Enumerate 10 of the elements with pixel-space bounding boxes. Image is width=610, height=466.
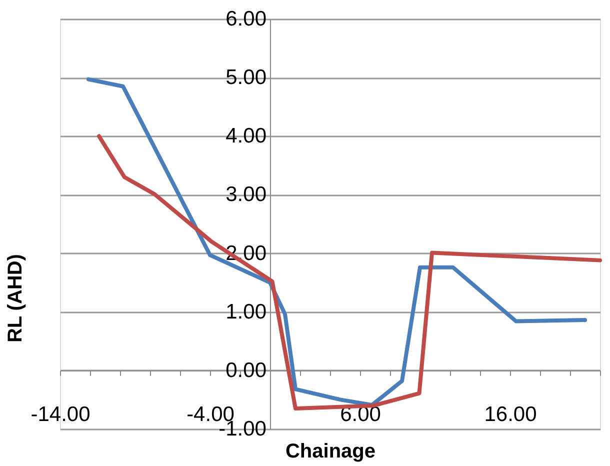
x-tick-label: -14.00: [30, 402, 90, 426]
y-tick-label: 5.00: [226, 66, 266, 90]
x-tick-label: 16.00: [484, 402, 537, 426]
y-tick-label: 4.00: [226, 124, 266, 148]
y-tick-label: 3.00: [226, 183, 266, 206]
y-axis-title: RL (AHD): [4, 254, 26, 343]
y-tick-label: 1.00: [226, 300, 266, 324]
y-tick-label: 6.00: [226, 8, 266, 30]
y-tick-label: 0.00: [226, 358, 266, 382]
x-axis-title: Chainage: [285, 440, 376, 462]
